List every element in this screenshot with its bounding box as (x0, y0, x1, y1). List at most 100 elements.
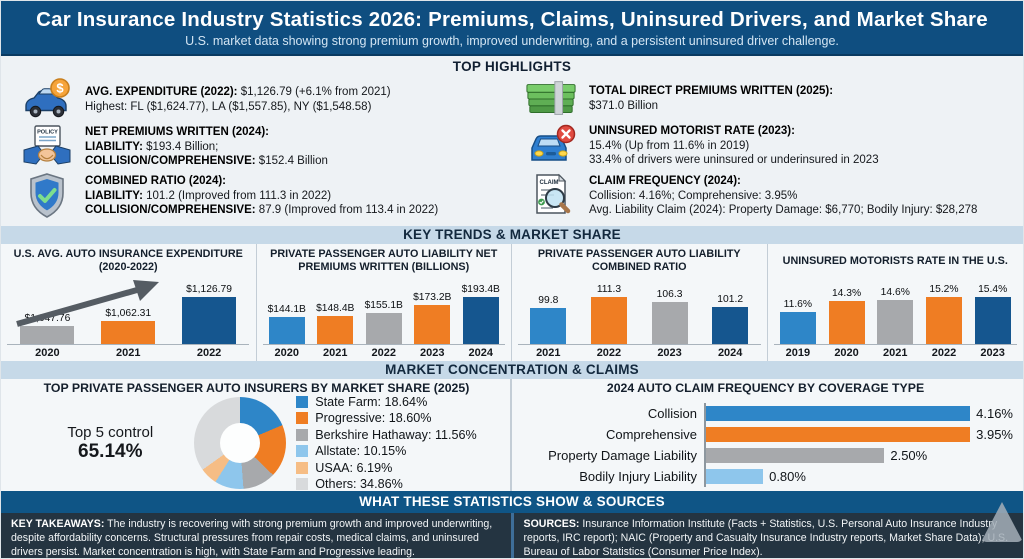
chart-panel-combined-ratio: PRIVATE PASSENGER AUTO LIABILITY COMBINE… (512, 244, 768, 361)
legend-item: Berkshire Hathaway: 11.56% (296, 428, 477, 442)
bar-column: $144.1B 2020 (262, 304, 311, 359)
footer: KEY TAKEAWAYS: The industry is recoverin… (1, 513, 1023, 558)
highlight-line: COLLISION/COMPREHENSIVE: 87.9 (Improved … (85, 203, 438, 218)
bar-column: 106.3 2023 (639, 289, 700, 359)
highlights-right-column: TOTAL DIRECT PREMIUMS WRITTEN (2025): $37… (525, 76, 1009, 226)
highlight-line: $371.0 Billion (589, 99, 833, 114)
highlights-left-column: $ AVG. EXPENDITURE (2022): $1,126.79 (+6.… (21, 76, 505, 226)
sources-text: Insurance Information Institute (Facts +… (523, 518, 1009, 558)
highlight-line: 33.4% of drivers were uninsured or under… (589, 153, 879, 168)
highlight-line: Avg. Liability Claim (2024): Property Da… (589, 203, 977, 218)
top5-annotation: Top 5 control 65.14% (36, 424, 184, 463)
claim-frequency-chart: Collision 4.16% Comprehensive 3.95% Property… (518, 397, 1013, 487)
legend-item: State Farm: 18.64% (296, 395, 476, 409)
legend-swatch (296, 445, 309, 458)
header: Car Insurance Industry Statistics 2026: … (1, 1, 1023, 56)
bar-value-label: $173.2B (413, 292, 452, 304)
bar-category-label: 2022 (359, 344, 408, 359)
bar (651, 301, 688, 344)
chart-title: PRIVATE PASSENGER AUTO LIABILITY NET PRE… (270, 248, 498, 273)
bar-category-label: 2023 (639, 344, 700, 359)
bar (828, 301, 865, 344)
legend-label: USAA: 6.19% (315, 460, 393, 475)
chart-panel-uninsured-rate: UNINSURED MOTORISTS RATE IN THE U.S. 11.… (768, 244, 1024, 361)
bar-column: 15.4% 2023 (968, 284, 1018, 359)
money-stack-icon (525, 78, 577, 120)
hbar-row: Property Damage Liability 2.50% (518, 445, 1013, 466)
hbar-value-label: 3.95% (976, 427, 1013, 442)
highlight-line-regular: $1,126.79 (+6.1% from 2021) (237, 86, 391, 99)
bar-column: 14.6% 2021 (870, 287, 920, 359)
highlight-line-regular: Highest: FL ($1,624.77), LA ($1,557.85),… (85, 101, 372, 113)
footer-divider (510, 513, 514, 558)
bar (877, 299, 914, 344)
market-share-panel: TOP PRIVATE PASSENGER AUTO INSURERS BY M… (1, 379, 512, 491)
key-takeaways-text: The industry is recovering with strong p… (11, 518, 493, 558)
key-trends-charts: U.S. AVG. AUTO INSURANCE EXPENDITURE (20… (1, 244, 1023, 361)
bar-category-label: 2021 (87, 344, 169, 359)
hbar-track: 0.80% (704, 466, 1013, 487)
car-x-icon (525, 124, 577, 168)
bar-value-label: $155.1B (364, 299, 403, 311)
bar-value-label: 99.8 (538, 294, 559, 306)
bar-value-label: $144.1B (267, 304, 306, 316)
claim-frequency-panel: 2024 AUTO CLAIM FREQUENCY BY COVERAGE TY… (512, 379, 1023, 491)
hbar (706, 427, 971, 442)
legend-swatch (296, 478, 309, 491)
hbar-track: 3.95% (704, 424, 1013, 445)
highlight-line-regular: $193.4 Billion; (142, 140, 219, 153)
highlight-line: COMBINED RATIO (2024): (85, 174, 438, 189)
legend-label: Allstate: 10.15% (315, 444, 407, 459)
legend-label: State Farm: 18.64% (315, 394, 428, 409)
bar-column: 15.2% 2022 (919, 284, 969, 359)
bar-value-label: 111.3 (596, 284, 622, 296)
bar (590, 297, 627, 344)
highlight-line: LIABILITY: $193.4 Billion; (85, 140, 328, 155)
chart-panel-net-premiums: PRIVATE PASSENGER AUTO LIABILITY NET PRE… (257, 244, 512, 361)
highlight-line-regular: 15.4% (Up from 11.6% in 2019) (589, 139, 750, 152)
highlight-line-bold: CLAIM FREQUENCY (2024): (589, 174, 741, 187)
highlight-line-bold: TOTAL DIRECT PREMIUMS WRITTEN (2025): (589, 85, 834, 98)
highlight-line-regular: Avg. Liability Claim (2024): Property Da… (589, 204, 978, 217)
hbar-track: 2.50% (704, 445, 1013, 466)
hbar-value-label: 4.16% (976, 406, 1013, 421)
highlight-line-bold: AVG. EXPENDITURE (2022): (85, 86, 238, 99)
highlights-section: $ AVG. EXPENDITURE (2022): $1,126.79 (+6.… (1, 76, 1023, 226)
highlight-line: Collision: 4.16%; Comprehensive: 3.95% (589, 189, 977, 204)
highlight-text: TOTAL DIRECT PREMIUMS WRITTEN (2025): $37… (589, 84, 833, 114)
page-title: Car Insurance Industry Statistics 2026: … (36, 7, 988, 31)
bar-category-label: 2020 (822, 344, 871, 359)
bar-category-label: 2024 (456, 344, 505, 359)
sources-label: SOURCES: (523, 518, 580, 530)
claim-search-icon: CLAIM (525, 172, 577, 220)
highlight-item-left-1: POLICY NET PREMIUMS WRITTEN (2024): LIABIL… (21, 124, 505, 170)
legend-item: Others: 34.86% (296, 477, 476, 491)
page-subtitle: U.S. market data showing strong premium … (185, 33, 839, 48)
highlight-line: 15.4% (Up from 11.6% in 2019) (589, 139, 879, 154)
hbar-category-label: Comprehensive (605, 427, 697, 442)
market-share-donut (194, 397, 287, 489)
highlight-item-right-0: TOTAL DIRECT PREMIUMS WRITTEN (2025): $37… (525, 78, 1009, 120)
highlight-line-bold: LIABILITY: (85, 189, 143, 202)
bar-value-label: 11.6% (783, 299, 813, 311)
hbar-row: Bodily Injury Liability 0.80% (518, 466, 1013, 487)
highlight-line-bold: LIABILITY: (85, 140, 143, 153)
highlight-text: NET PREMIUMS WRITTEN (2024): LIABILITY: $… (85, 125, 328, 170)
hbar (706, 406, 971, 421)
bar-column: 99.8 2021 (518, 295, 579, 359)
bar (20, 326, 75, 344)
market-concentration-section: TOP PRIVATE PASSENGER AUTO INSURERS BY M… (1, 379, 1023, 491)
highlight-line-regular: 101.2 (Improved from 111.3 in 2022) (142, 189, 332, 202)
bar-value-label: $1,062.31 (105, 307, 152, 319)
svg-text:CLAIM: CLAIM (540, 180, 559, 186)
top5-label: Top 5 control (67, 423, 154, 441)
highlight-line-bold: COLLISION/COMPREHENSIVE: (85, 155, 256, 168)
bar-chart-combined-ratio: 99.8 2021 111.3 2022 106.3 2023 101.2 2024 (518, 275, 761, 359)
bar (779, 312, 816, 344)
highlight-line: UNINSURED MOTORIST RATE (2023): (589, 124, 879, 139)
bar (925, 297, 962, 344)
bar-category-label: 2020 (7, 344, 88, 359)
bar-category-label: 2022 (919, 344, 969, 359)
highlight-line-regular: 87.9 (Improved from 113.4 in 2022) (255, 204, 439, 217)
highlight-line-regular: Collision: 4.16%; Comprehensive: 3.95% (589, 189, 798, 202)
